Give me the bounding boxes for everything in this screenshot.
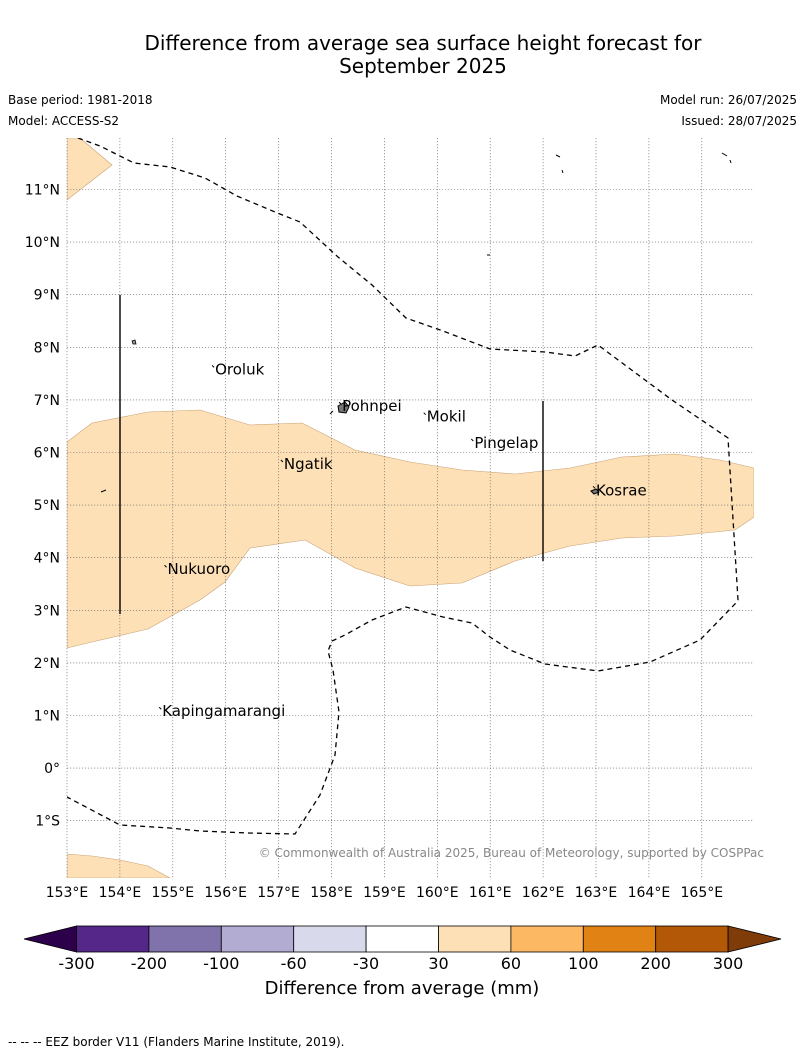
colorbar-segment xyxy=(365,925,439,953)
lon-tick-label: 162°E xyxy=(522,885,565,901)
lat-tick-label: 5°N xyxy=(34,498,60,514)
place-marker xyxy=(164,564,167,568)
colorbar-segment xyxy=(76,925,150,953)
colorbar-extend-low xyxy=(23,925,77,953)
lon-tick-label: 160°E xyxy=(416,885,459,901)
lat-tick-label: 1°N xyxy=(34,709,60,725)
colorbar-tick-label: 200 xyxy=(640,954,671,973)
place-label: Mokil xyxy=(427,408,466,426)
colorbar-tick-label: -100 xyxy=(203,954,240,973)
model-name: Model: ACCESS-S2 xyxy=(8,114,120,128)
pohnpei-island xyxy=(337,401,350,414)
place-marker xyxy=(211,364,215,368)
place-marker xyxy=(592,485,596,489)
lat-tick-label: 6°N xyxy=(34,446,60,462)
small-atoll xyxy=(100,489,107,493)
colorbar-tick-label: -300 xyxy=(58,954,95,973)
colorbar-tick-label: 300 xyxy=(712,954,744,973)
lon-tick-label: 161°E xyxy=(469,885,512,901)
copyright-text: © Commonwealth of Australia 2025, Bureau… xyxy=(259,846,764,860)
place-marker xyxy=(158,706,162,710)
colorbar-tick-label: -30 xyxy=(353,954,380,973)
lon-tick-label: 156°E xyxy=(204,885,247,901)
place-label: Pingelap xyxy=(474,434,538,452)
place-label: Kosrae xyxy=(596,481,647,499)
lon-tick-label: 164°E xyxy=(628,885,671,901)
place-label: Oroluk xyxy=(215,360,264,378)
lat-tick-label: 3°N xyxy=(34,603,60,619)
anomaly-patch-north xyxy=(67,138,113,201)
place-marker xyxy=(280,459,284,463)
lat-tick-label: 2°N xyxy=(34,656,60,672)
colorbar-segment xyxy=(293,925,367,953)
small-atoll xyxy=(329,410,334,415)
colorbar-segment xyxy=(582,925,657,953)
place-label: Nukuoro xyxy=(168,560,231,578)
kosrae-island xyxy=(590,488,600,495)
title-line-2: September 2025 xyxy=(339,54,507,78)
colorbar-tick-label: 100 xyxy=(568,954,599,973)
place-marker xyxy=(338,401,342,405)
lat-tick-label: 0° xyxy=(44,761,60,777)
eez-border-legend: -- -- -- EEZ border V11 (Flanders Marine… xyxy=(8,1035,345,1049)
lon-tick-label: 165°E xyxy=(681,885,724,901)
place-marker xyxy=(423,412,427,416)
colorbar-tick-label: 60 xyxy=(500,954,522,973)
small-island xyxy=(131,339,137,345)
colorbar-segment xyxy=(220,925,295,953)
lon-tick-label: 154°E xyxy=(99,885,142,901)
anomaly-patch-south xyxy=(67,853,171,878)
colorbar-tick-label: -60 xyxy=(280,954,307,973)
lat-tick-label: 10°N xyxy=(25,235,60,251)
lon-tick-label: 158°E xyxy=(310,885,353,901)
lon-tick-label: 153°E xyxy=(46,885,89,901)
lat-tick-label: 11°N xyxy=(25,183,60,199)
place-marker xyxy=(470,438,474,442)
lat-tick-label: 1°S xyxy=(35,814,60,830)
lon-tick-label: 157°E xyxy=(257,885,300,901)
colorbar-extend-high xyxy=(727,925,782,953)
place-label: Pohnpei xyxy=(342,397,402,415)
lat-tick-label: 4°N xyxy=(34,551,60,567)
lat-tick-label: 8°N xyxy=(34,340,60,356)
lat-tick-label: 9°N xyxy=(34,288,60,304)
base-period: Base period: 1981-2018 xyxy=(8,93,153,107)
small-atoll xyxy=(555,154,564,174)
anomaly-band-main xyxy=(67,409,754,649)
issued-date: Issued: 28/07/2025 xyxy=(681,114,797,128)
model-run: Model run: 26/07/2025 xyxy=(659,93,797,107)
colorbar-label: Difference from average (mm) xyxy=(264,978,540,999)
lon-tick-label: 155°E xyxy=(152,885,195,901)
eez-border xyxy=(67,138,739,835)
lat-tick-label: 7°N xyxy=(34,393,60,409)
colorbar-tick-label: 30 xyxy=(428,954,449,973)
small-atoll xyxy=(721,152,732,164)
place-label: Kapingamarangi xyxy=(162,702,285,720)
lon-tick-label: 159°E xyxy=(363,885,406,901)
colorbar-segment xyxy=(510,925,584,953)
colorbar-segment xyxy=(655,925,729,953)
colorbar-segment xyxy=(148,925,222,953)
title-line-1: Difference from average sea surface heig… xyxy=(144,31,702,55)
lon-tick-label: 163°E xyxy=(575,885,618,901)
colorbar-tick-label: -200 xyxy=(130,954,168,973)
place-label: Ngatik xyxy=(284,455,333,473)
chart-title: Difference from average sea surface heig… xyxy=(0,32,804,78)
colorbar-segment xyxy=(438,925,512,953)
